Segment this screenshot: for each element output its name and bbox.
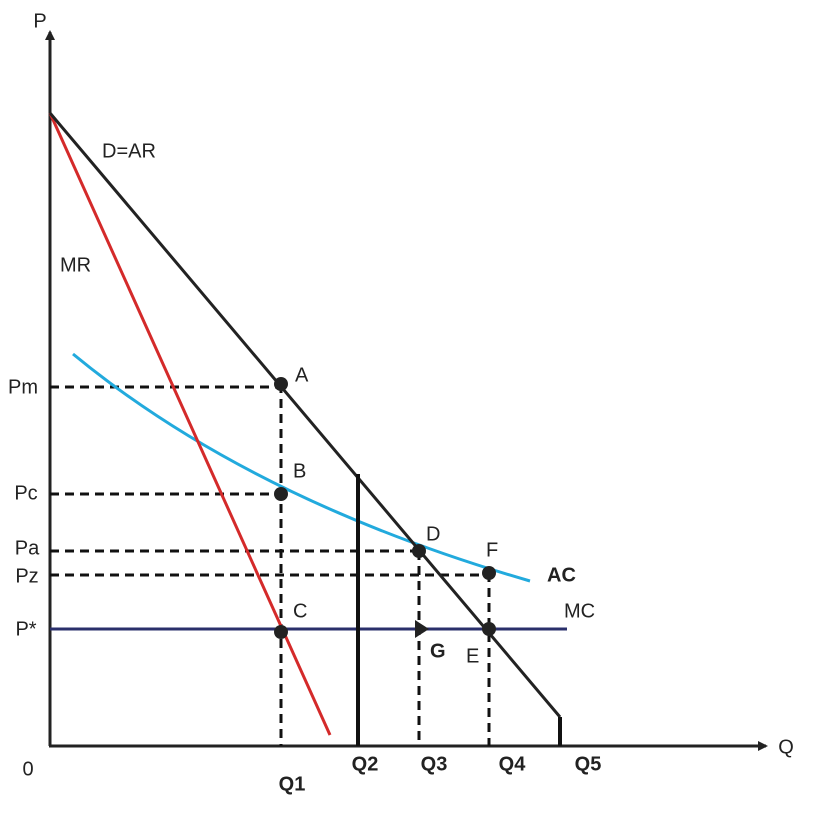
price-label: Pm: [8, 376, 38, 398]
point-label: F: [486, 539, 498, 561]
mr-line: [48, 112, 332, 736]
curve-label: AC: [547, 564, 576, 586]
origin-label: 0: [22, 758, 33, 780]
curve-label: D=AR: [102, 140, 156, 162]
point-label: D: [426, 523, 440, 545]
quantity-label: Q2: [352, 753, 379, 775]
point-label: B: [293, 460, 306, 482]
price-label: Pc: [14, 482, 37, 504]
point-label: C: [293, 600, 307, 622]
quantity-label: Q5: [575, 753, 602, 775]
price-label: Pa: [15, 537, 40, 559]
point-label: G: [430, 640, 446, 662]
guides: [50, 384, 491, 746]
x-axis-label: Q: [778, 736, 794, 758]
y-axis-label: P: [33, 10, 46, 32]
quantity-label: Q1: [279, 773, 306, 795]
quantity-label: Q4: [499, 753, 527, 775]
curve-label: MR: [60, 254, 91, 276]
point-label: A: [295, 364, 309, 386]
point-label: E: [466, 645, 479, 667]
quantity-label: Q3: [421, 753, 448, 775]
points: [274, 377, 496, 639]
curve-label: MC: [564, 600, 595, 622]
ac-curve: [72, 352, 531, 583]
price-label: P*: [15, 618, 36, 640]
demand-line: [48, 112, 562, 718]
price-label: Pz: [15, 565, 38, 587]
